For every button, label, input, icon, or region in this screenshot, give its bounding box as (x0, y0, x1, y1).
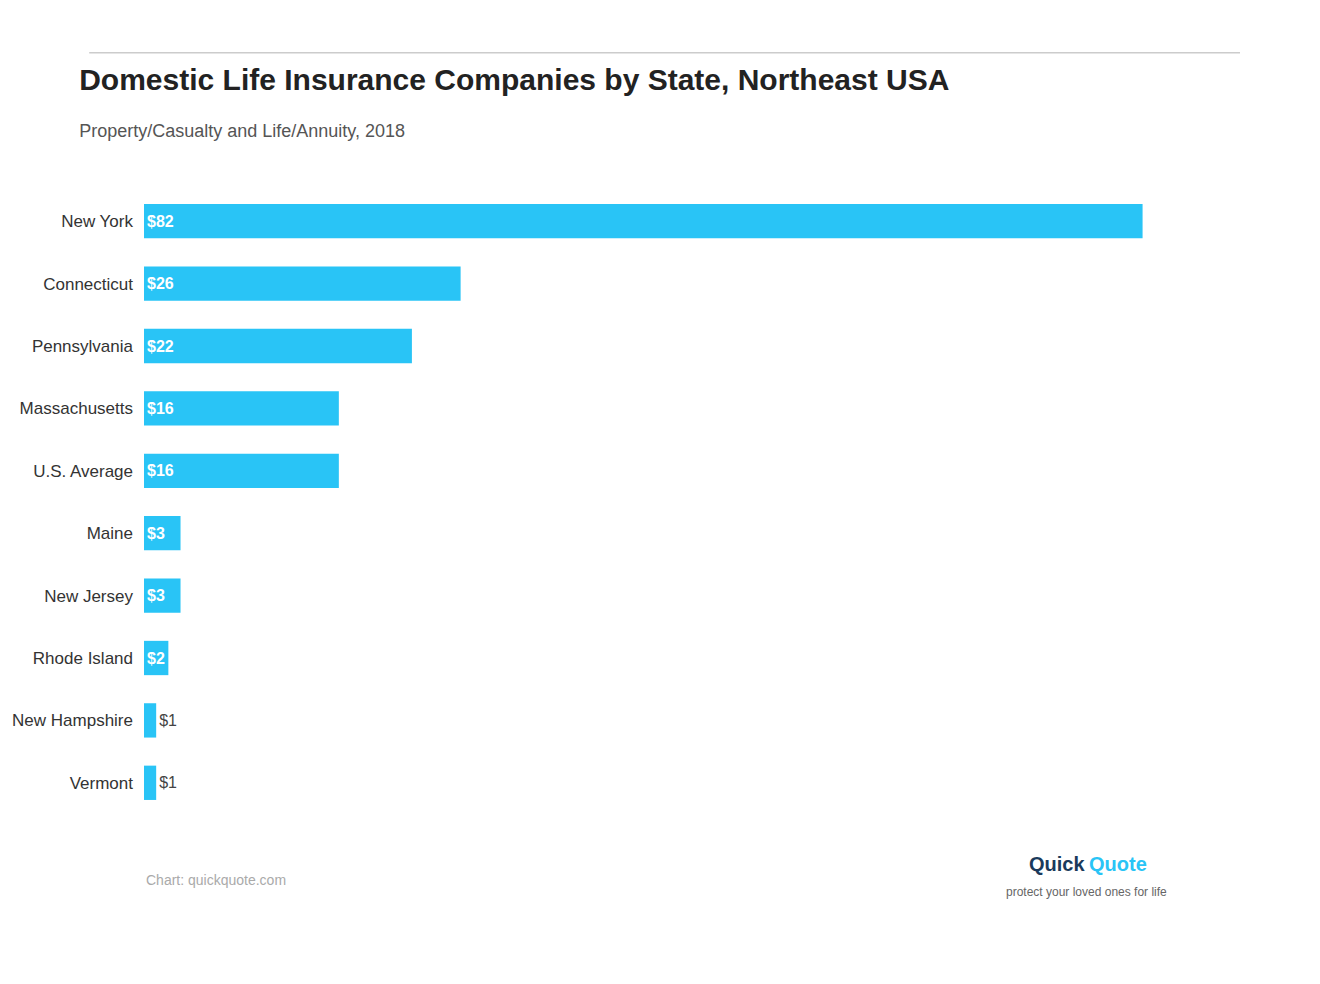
svg-text:Quote: Quote (1089, 853, 1147, 875)
svg-text:Property/Casualty and Life/Ann: Property/Casualty and Life/Annuity, 2018 (79, 121, 405, 141)
svg-text:Domestic Life Insurance Compan: Domestic Life Insurance Companies by Sta… (79, 63, 949, 96)
svg-text:$1: $1 (159, 774, 177, 791)
svg-text:Quick: Quick (1029, 853, 1085, 875)
svg-text:$3: $3 (147, 587, 165, 604)
svg-text:protect your loved ones for li: protect your loved ones for life (1006, 885, 1167, 899)
svg-text:Vermont: Vermont (70, 774, 134, 793)
svg-text:New York: New York (61, 212, 133, 231)
svg-text:New Jersey: New Jersey (44, 587, 133, 606)
svg-text:Rhode Island: Rhode Island (33, 649, 133, 668)
svg-text:$16: $16 (147, 400, 174, 417)
svg-text:Maine: Maine (87, 524, 133, 543)
svg-text:Massachusetts: Massachusetts (20, 399, 133, 418)
svg-text:$3: $3 (147, 525, 165, 542)
svg-text:$1: $1 (159, 712, 177, 729)
svg-text:Connecticut: Connecticut (43, 275, 133, 294)
svg-text:$26: $26 (147, 275, 174, 292)
svg-text:$2: $2 (147, 650, 165, 667)
svg-text:$22: $22 (147, 338, 174, 355)
svg-text:$82: $82 (147, 213, 174, 230)
svg-text:U.S. Average: U.S. Average (33, 462, 133, 481)
svg-text:New Hampshire: New Hampshire (12, 711, 133, 730)
svg-text:Chart: quickquote.com: Chart: quickquote.com (146, 872, 286, 888)
svg-text:$16: $16 (147, 462, 174, 479)
svg-text:Pennsylvania: Pennsylvania (32, 337, 134, 356)
